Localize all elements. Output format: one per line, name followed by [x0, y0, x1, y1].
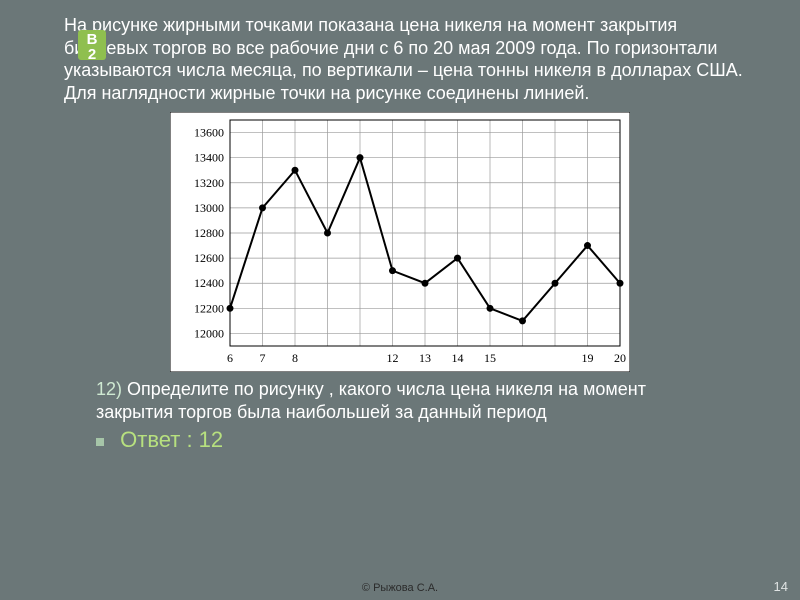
answer-label: Ответ : — [120, 427, 199, 452]
svg-text:6: 6 — [227, 351, 233, 365]
svg-text:7: 7 — [260, 351, 266, 365]
question-body: Определите по рисунку , какого числа цен… — [96, 379, 646, 422]
svg-text:13: 13 — [419, 351, 431, 365]
bullet-icon — [96, 438, 104, 446]
chart-container: 12000 12200 12400 12600 12800 13000 13200 13400… — [36, 112, 764, 372]
line-chart: 12000 12200 12400 12600 12800 13000 13200 13400… — [170, 112, 630, 372]
slide: В 2 На рисунке жирными точками показана … — [0, 0, 800, 600]
svg-text:15: 15 — [484, 351, 496, 365]
svg-text:12200: 12200 — [194, 301, 224, 315]
answer-line: Ответ : 12 — [96, 427, 764, 453]
page-number: 14 — [774, 579, 788, 594]
question-number: 12) — [96, 379, 122, 399]
question-text: 12) Определите по рисунку , какого числа… — [96, 378, 724, 425]
svg-text:13000: 13000 — [194, 201, 224, 215]
svg-text:12: 12 — [387, 351, 399, 365]
svg-text:12800: 12800 — [194, 226, 224, 240]
answer-value: 12 — [199, 427, 223, 452]
svg-text:13200: 13200 — [194, 176, 224, 190]
problem-statement: На рисунке жирными точками показана цена… — [64, 14, 756, 104]
badge-line2: 2 — [88, 46, 96, 63]
svg-text:13600: 13600 — [194, 126, 224, 140]
svg-text:12600: 12600 — [194, 251, 224, 265]
svg-text:8: 8 — [292, 351, 298, 365]
svg-text:20: 20 — [614, 351, 626, 365]
svg-text:14: 14 — [452, 351, 464, 365]
svg-text:13400: 13400 — [194, 151, 224, 165]
copyright: © Рыжова С.А. — [362, 582, 438, 594]
svg-text:12000: 12000 — [194, 326, 224, 340]
problem-badge: В 2 — [78, 30, 106, 60]
svg-text:19: 19 — [582, 351, 594, 365]
svg-text:12400: 12400 — [194, 276, 224, 290]
